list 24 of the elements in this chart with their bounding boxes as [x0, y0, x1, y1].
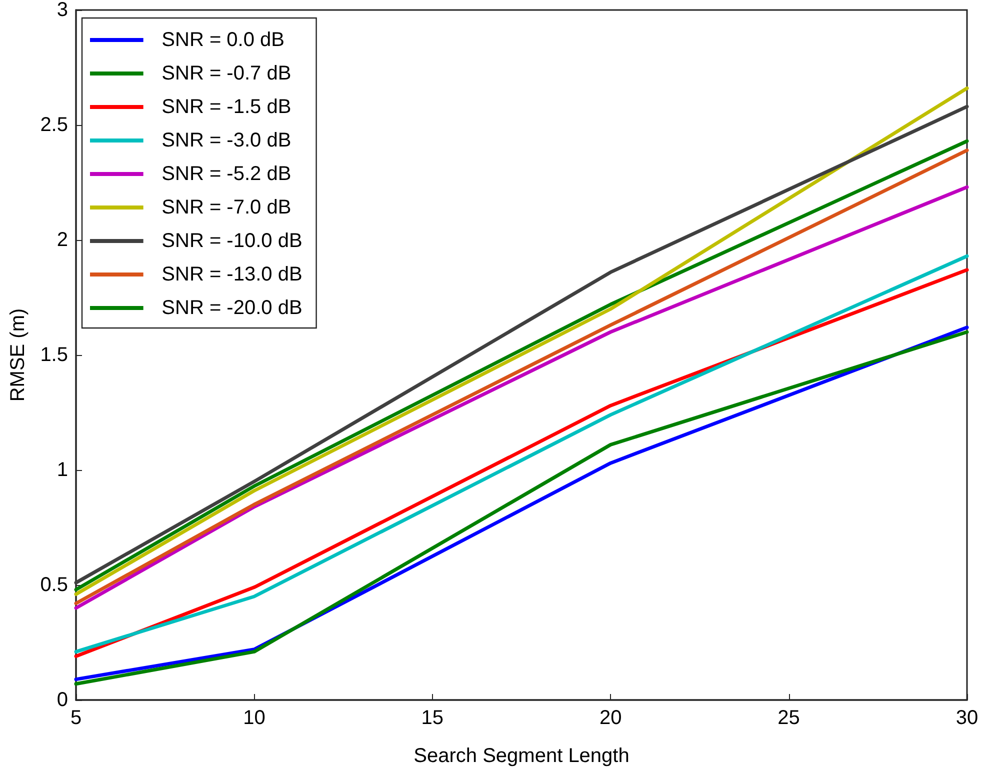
x-tick-label: 20 [599, 707, 622, 729]
legend-label: SNR = -10.0 dB [162, 230, 302, 252]
x-tick-label: 25 [778, 707, 800, 729]
y-tick-label: 0.5 [40, 574, 68, 596]
legend-label: SNR = -1.5 dB [162, 96, 292, 118]
y-tick-label: 1.5 [40, 344, 68, 366]
y-tick-label: 2.5 [40, 114, 68, 136]
y-tick-label: 1 [56, 459, 68, 481]
y-tick-label: 2 [56, 229, 68, 251]
legend-label: SNR = -0.7 dB [162, 62, 292, 84]
legend-label: SNR = -20.0 dB [162, 297, 302, 319]
y-tick-label: 0 [56, 689, 68, 711]
legend-label: SNR = -13.0 dB [162, 264, 302, 286]
legend-label: SNR = 0.0 dB [162, 29, 285, 51]
x-axis-title: Search Segment Length [414, 745, 630, 767]
y-tick-label: 3 [56, 0, 68, 21]
x-tick-label: 15 [421, 707, 444, 729]
legend-label: SNR = -5.2 dB [162, 163, 292, 185]
legend-label: SNR = -7.0 dB [162, 196, 292, 218]
y-axis-title: RMSE (m) [7, 308, 29, 402]
x-tick-label: 10 [243, 707, 266, 729]
legend-label: SNR = -3.0 dB [162, 130, 292, 152]
x-tick-label: 30 [956, 707, 978, 729]
x-tick-label: 5 [70, 707, 82, 729]
